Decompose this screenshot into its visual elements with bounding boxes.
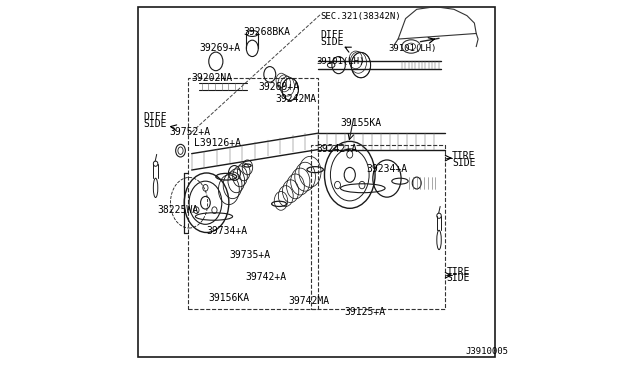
Text: 39101(LH): 39101(LH) [316, 57, 365, 66]
Text: 39202NA: 39202NA [191, 73, 233, 83]
Text: SIDE: SIDE [447, 273, 470, 283]
Text: 39268BKA: 39268BKA [244, 27, 291, 36]
Text: SIDE: SIDE [143, 119, 167, 128]
Text: 39155KA: 39155KA [340, 118, 381, 128]
Text: SIDE: SIDE [452, 158, 476, 167]
Text: SEC.321(38342N): SEC.321(38342N) [320, 12, 401, 21]
Text: 39269+A: 39269+A [259, 83, 300, 92]
Text: 39156KA: 39156KA [209, 293, 250, 302]
Text: 39742MA: 39742MA [289, 296, 330, 306]
Text: 39242MA: 39242MA [275, 94, 317, 103]
Text: 39735+A: 39735+A [229, 250, 270, 260]
Text: 39742+A: 39742+A [246, 272, 287, 282]
Text: 39752+A: 39752+A [170, 127, 211, 137]
Text: 39101(LH): 39101(LH) [389, 44, 437, 53]
Text: 39234+A: 39234+A [367, 164, 408, 174]
Text: SIDE: SIDE [320, 37, 344, 46]
Text: L39126+A: L39126+A [193, 138, 241, 148]
Text: 39269+A: 39269+A [199, 44, 240, 53]
Text: DIFF: DIFF [143, 112, 167, 122]
Bar [188, 78, 318, 309]
Text: DIFF: DIFF [320, 31, 344, 40]
Text: TIRE: TIRE [452, 151, 476, 161]
Text: 38225WA: 38225WA [157, 205, 198, 215]
Text: 39734+A: 39734+A [207, 226, 248, 235]
Bar [310, 145, 445, 309]
Text: 39242+A: 39242+A [316, 144, 357, 154]
Text: 39125+A: 39125+A [344, 308, 385, 317]
Text: J3910005: J3910005 [465, 347, 508, 356]
Text: TIRE: TIRE [447, 267, 470, 276]
